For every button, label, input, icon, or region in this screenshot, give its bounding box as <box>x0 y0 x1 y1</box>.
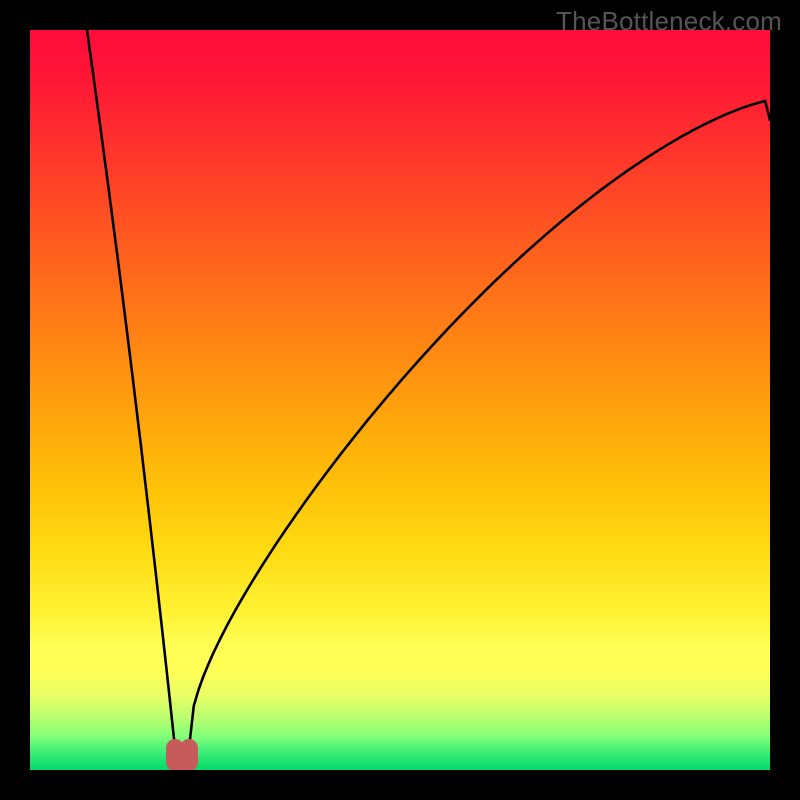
bottleneck-chart <box>30 30 770 770</box>
chart-background <box>30 30 770 770</box>
chart-svg <box>30 30 770 770</box>
trough-marker <box>175 748 189 766</box>
chart-frame: TheBottleneck.com <box>0 0 800 800</box>
